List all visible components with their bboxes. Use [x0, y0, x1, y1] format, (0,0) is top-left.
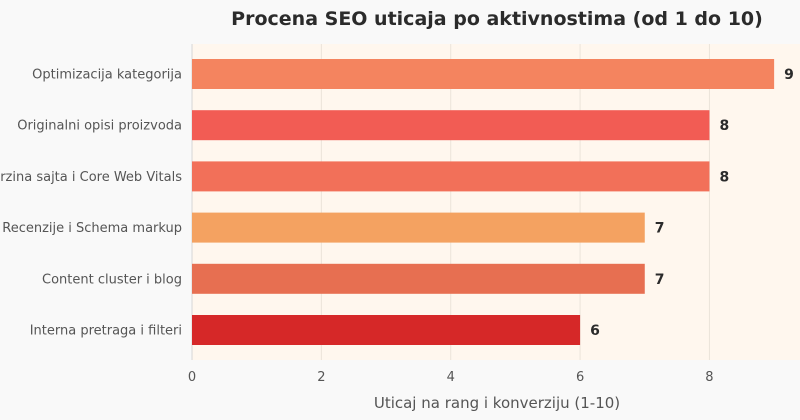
x-tick-label: 6 — [576, 370, 584, 385]
value-label: 9 — [784, 67, 794, 83]
value-label: 8 — [719, 118, 729, 134]
category-label: Originalni opisi proizvoda — [17, 119, 182, 134]
value-label: 6 — [590, 323, 600, 339]
bar — [192, 59, 775, 89]
chart-title: Procena SEO uticaja po aktivnostima (od … — [231, 8, 763, 30]
x-tick-label: 2 — [317, 370, 325, 385]
category-label: Brzina sajta i Core Web Vitals — [0, 170, 182, 185]
value-label: 8 — [719, 169, 729, 185]
bar — [192, 110, 710, 141]
value-labels: 9 8 8 7 7 6 — [590, 67, 794, 339]
category-label: Interna pretraga i filteri — [30, 324, 182, 339]
x-axis-label: Uticaj na rang i konverziju (1-10) — [374, 394, 620, 412]
value-label: 7 — [655, 221, 665, 237]
category-label: Content cluster i blog — [42, 272, 182, 287]
plot-area — [192, 44, 800, 360]
category-label: Recenzije i Schema markup — [2, 221, 182, 236]
bar — [192, 212, 645, 243]
x-tick-labels: 0 2 4 6 8 — [188, 370, 714, 385]
x-tick-label: 0 — [188, 370, 196, 385]
bars — [192, 59, 775, 345]
bar — [192, 315, 581, 345]
category-label: Optimizacija kategorija — [32, 68, 182, 83]
x-tick-label: 4 — [447, 370, 455, 385]
category-labels: Optimizacija kategorija Originalni opisi … — [0, 68, 182, 339]
grid — [191, 44, 710, 360]
value-label: 7 — [655, 272, 665, 288]
x-tick-label: 8 — [705, 370, 713, 385]
bar — [192, 161, 710, 192]
bar — [192, 263, 645, 294]
